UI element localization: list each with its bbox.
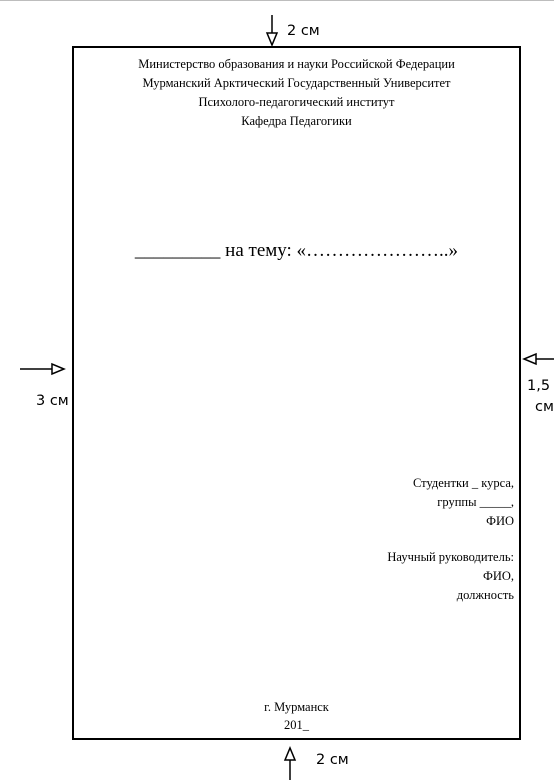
advisor-name-line: ФИО,	[482, 569, 514, 583]
left-margin-arrow-icon	[20, 362, 66, 376]
right-margin-arrow-icon	[522, 352, 554, 366]
bottom-margin-label: 2 см	[316, 752, 349, 768]
topic-title: _________ на тему: «…………………..»	[134, 240, 459, 261]
university-line: Мурманский Арктический Государственный У…	[142, 76, 451, 90]
page-frame	[72, 46, 521, 740]
top-margin-label: 2 см	[287, 23, 320, 39]
student-block: Студентки _ курса, группы _____, ФИО	[413, 474, 514, 531]
student-course-line: Студентки _ курса,	[412, 476, 514, 490]
right-margin-unit-label: см	[535, 399, 554, 415]
year-line: 201_	[284, 718, 309, 732]
title-page-header: Министерство образования и науки Российс…	[72, 55, 521, 131]
advisor-position-line: должность	[456, 588, 514, 602]
department-line: Кафедра Педагогики	[241, 114, 352, 128]
institute-line: Психолого-педагогический институт	[198, 95, 395, 109]
student-name-line: ФИО	[486, 514, 514, 528]
title-page-footer: г. Мурманск 201_	[72, 698, 521, 734]
bottom-margin-arrow-icon	[283, 746, 297, 780]
right-margin-value-label: 1,5	[527, 378, 551, 394]
left-margin-label: 3 см	[36, 393, 69, 409]
student-group-line: группы _____,	[437, 495, 514, 509]
window-top-border	[0, 0, 554, 1]
top-margin-arrow-icon	[265, 15, 279, 47]
city-line: г. Мурманск	[264, 700, 329, 714]
ministry-line: Министерство образования и науки Российс…	[138, 57, 455, 71]
advisor-block: Научный руководитель: ФИО, должность	[387, 548, 514, 605]
advisor-title-line: Научный руководитель:	[387, 550, 514, 564]
